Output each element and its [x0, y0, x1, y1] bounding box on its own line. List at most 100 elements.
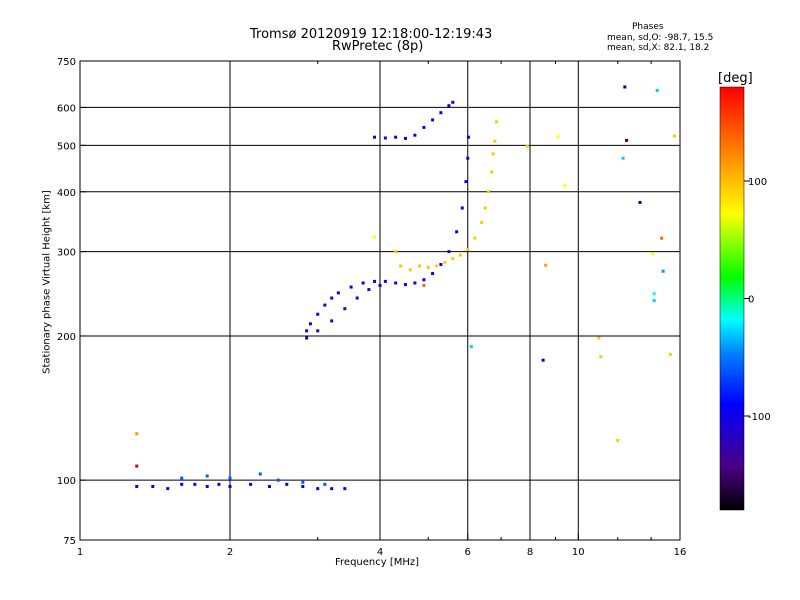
data-point: [330, 296, 334, 300]
data-point: [541, 358, 545, 362]
data-point: [413, 133, 417, 137]
data-point: [408, 268, 412, 272]
data-point: [491, 152, 495, 156]
x-tick-label: 6: [465, 547, 471, 558]
data-point: [394, 250, 398, 254]
data-point: [597, 336, 601, 340]
data-point: [151, 484, 155, 488]
data-point: [383, 279, 387, 283]
data-point: [493, 139, 497, 143]
data-point: [660, 236, 664, 240]
y-tick-label: 500: [57, 141, 76, 152]
data-point: [323, 482, 327, 486]
data-point: [267, 484, 271, 488]
data-point: [422, 278, 426, 282]
data-point: [249, 482, 253, 486]
data-point: [625, 138, 629, 142]
data-point: [486, 190, 490, 194]
data-point: [469, 345, 473, 349]
data-point: [135, 484, 139, 488]
data-point: [422, 125, 426, 129]
data-point: [301, 480, 305, 484]
data-point: [435, 264, 439, 268]
data-point: [668, 352, 672, 356]
data-point: [413, 281, 417, 285]
colorbar-tick-label: 0: [748, 295, 754, 306]
data-point: [426, 265, 430, 269]
data-point: [616, 439, 620, 443]
x-tick-label: 16: [674, 547, 687, 558]
data-point: [439, 262, 443, 266]
data-point: [455, 230, 459, 234]
data-point: [276, 478, 280, 482]
data-point: [464, 180, 468, 184]
data-point: [367, 288, 371, 292]
chart-subtitle: RwPretec (8p): [332, 39, 424, 54]
data-point: [451, 100, 455, 104]
data-point: [651, 252, 655, 256]
y-tick-label: 75: [63, 536, 76, 547]
y-tick-label: 100: [57, 476, 76, 487]
data-point: [431, 118, 435, 122]
data-point: [355, 296, 359, 300]
data-point: [563, 184, 567, 188]
data-point: [394, 135, 398, 139]
data-point: [490, 170, 494, 174]
data-point: [458, 253, 462, 257]
data-point: [403, 136, 407, 140]
data-point: [673, 134, 677, 138]
data-point: [205, 484, 209, 488]
data-point: [480, 221, 484, 225]
data-point: [466, 156, 470, 160]
data-point: [399, 264, 403, 268]
data-point: [193, 482, 197, 486]
data-point: [466, 248, 470, 252]
data-point: [305, 336, 309, 340]
data-point: [330, 487, 334, 491]
data-point: [556, 135, 560, 139]
data-point: [217, 482, 221, 486]
data-point: [652, 292, 656, 296]
data-point: [525, 144, 529, 148]
phases-o-stats: mean, sd,O: -98.7, 15.5: [607, 33, 714, 43]
colorbar-unit: [deg]: [718, 71, 753, 86]
data-point: [652, 299, 656, 303]
x-tick-label: 2: [227, 547, 233, 558]
colorbar-tick-label: 100: [748, 177, 767, 188]
data-point: [494, 120, 498, 124]
colorbar: [719, 86, 745, 511]
data-point: [383, 136, 387, 140]
data-point: [373, 235, 377, 239]
data-point: [417, 264, 421, 268]
data-point: [135, 464, 139, 468]
data-point: [447, 104, 451, 108]
y-tick-label: 750: [57, 57, 76, 68]
data-point: [336, 291, 340, 295]
data-point: [451, 257, 455, 261]
x-tick-label: 1: [77, 547, 83, 558]
data-point: [135, 432, 139, 436]
data-point: [431, 272, 435, 276]
phases-x-stats: mean, sd,X: 82.1, 18.2: [607, 43, 710, 53]
data-point: [316, 487, 320, 491]
data-point: [285, 482, 289, 486]
data-point: [621, 156, 625, 160]
data-point: [394, 281, 398, 285]
data-point: [205, 474, 209, 478]
data-point: [305, 329, 309, 333]
data-point: [180, 482, 184, 486]
data-point: [228, 484, 232, 488]
data-point: [228, 476, 232, 480]
data-point: [403, 283, 407, 287]
data-point: [166, 487, 170, 491]
data-point: [343, 307, 347, 311]
x-tick-label: 10: [572, 547, 585, 558]
data-point: [308, 322, 312, 326]
data-point: [258, 472, 262, 476]
data-point: [623, 85, 627, 89]
data-point: [323, 303, 327, 307]
data-point: [361, 281, 365, 285]
data-point: [544, 263, 548, 267]
data-point: [443, 260, 447, 264]
